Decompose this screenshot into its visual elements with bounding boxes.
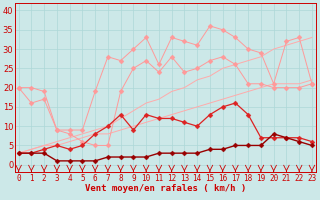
X-axis label: Vent moyen/en rafales ( km/h ): Vent moyen/en rafales ( km/h ) [85,184,246,193]
